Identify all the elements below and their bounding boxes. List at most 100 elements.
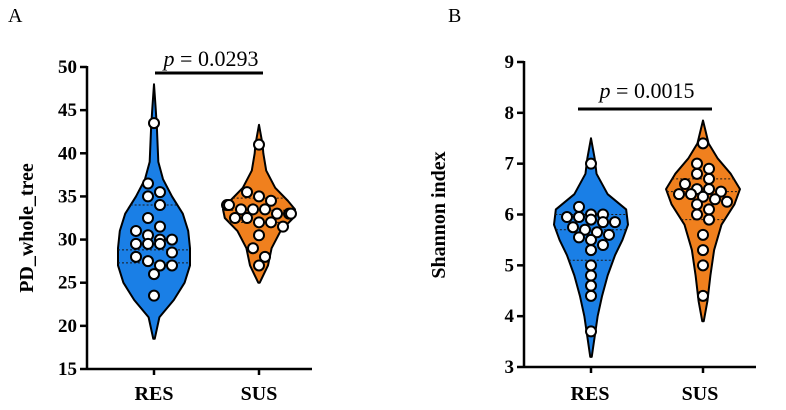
data-point-sus-a bbox=[285, 207, 297, 220]
data-point-res-b bbox=[561, 211, 573, 224]
data-point-res-b bbox=[585, 213, 597, 226]
x-category-sus-a: SUS bbox=[241, 383, 278, 405]
data-point-sus-a bbox=[253, 259, 265, 272]
data-point-sus-b bbox=[697, 228, 709, 241]
data-point-sus-a bbox=[265, 216, 277, 229]
data-point-sus-b bbox=[715, 185, 727, 198]
data-point-res-a bbox=[130, 237, 142, 250]
data-point-sus-b bbox=[703, 213, 715, 226]
y-tick-label-30-a: 30 bbox=[58, 230, 77, 251]
data-point-sus-a bbox=[277, 220, 289, 233]
data-point-res-b bbox=[585, 279, 597, 292]
data-point-sus-b bbox=[697, 289, 709, 302]
data-point-sus-b bbox=[703, 162, 715, 175]
data-point-res-a bbox=[166, 246, 178, 259]
data-point-res-b bbox=[609, 216, 621, 229]
y-tick-label-5-b: 5 bbox=[505, 255, 515, 276]
p-symbol-b: p bbox=[598, 78, 611, 103]
data-point-res-a bbox=[148, 268, 160, 281]
data-point-res-b bbox=[585, 233, 597, 246]
x-category-res-b: RES bbox=[571, 383, 610, 405]
data-point-sus-a bbox=[247, 203, 259, 216]
data-point-sus-b bbox=[685, 188, 697, 201]
y-tick-label-6-b: 6 bbox=[505, 205, 515, 226]
data-point-sus-a bbox=[253, 229, 265, 242]
violin-res-a bbox=[117, 83, 191, 340]
data-point-sus-a bbox=[241, 186, 253, 199]
data-point-sus-a bbox=[241, 212, 253, 224]
y-tick-label-45-a: 45 bbox=[58, 100, 77, 121]
data-point-sus-b bbox=[697, 244, 709, 257]
data-point-sus-b bbox=[703, 172, 715, 185]
data-point-sus-b bbox=[697, 137, 709, 150]
panel-a: A PD_whole_tree 15 20 25 30 35 40 45 50 RES SUS… bbox=[8, 5, 312, 405]
p-value-annotation-a: p = 0.0293 bbox=[162, 46, 259, 71]
data-point-res-b bbox=[585, 157, 597, 170]
y-tick-label-15-a: 15 bbox=[58, 359, 77, 380]
plot-area-b: 3 4 5 6 7 8 9 bbox=[505, 52, 756, 378]
data-point-res-b bbox=[591, 226, 603, 239]
y-tick-label-40-a: 40 bbox=[58, 143, 77, 164]
data-point-res-b bbox=[573, 231, 585, 244]
panel-label-b: B bbox=[448, 5, 461, 27]
data-point-sus-b bbox=[691, 167, 703, 180]
data-point-sus-a bbox=[235, 203, 247, 216]
data-point-res-b bbox=[567, 221, 579, 234]
y-tick-label-25-a: 25 bbox=[58, 273, 77, 294]
y-tick-label-7-b: 7 bbox=[505, 154, 515, 175]
panel-label-a: A bbox=[8, 5, 23, 27]
data-point-res-a bbox=[166, 233, 178, 246]
data-point-res-b bbox=[585, 325, 597, 338]
data-point-res-b bbox=[585, 269, 597, 282]
data-point-res-a bbox=[154, 199, 166, 212]
violin-sus-b bbox=[665, 119, 741, 323]
y-tick-label-8-b: 8 bbox=[505, 103, 515, 124]
data-point-sus-b bbox=[691, 208, 703, 221]
data-point-sus-b bbox=[709, 193, 721, 206]
data-point-sus-a bbox=[271, 207, 283, 220]
data-point-sus-b bbox=[673, 188, 685, 201]
y-tick-label-35-a: 35 bbox=[58, 186, 77, 207]
data-point-res-b bbox=[579, 223, 591, 236]
data-point-sus-a bbox=[247, 242, 259, 255]
plot-area-a: 15 20 25 30 35 40 45 50 bbox=[58, 57, 312, 380]
data-point-res-a bbox=[166, 259, 178, 272]
data-point-res-a bbox=[142, 237, 154, 250]
x-category-res-a: RES bbox=[135, 383, 174, 405]
y-tick-label-50-a: 50 bbox=[58, 57, 77, 78]
y-axis-title-b: Shannon index bbox=[428, 151, 450, 278]
data-point-sus-a bbox=[259, 203, 271, 216]
data-point-res-a bbox=[154, 186, 166, 199]
data-point-sus-a bbox=[253, 216, 265, 229]
data-point-res-b bbox=[603, 228, 615, 241]
data-point-sus-a bbox=[253, 138, 265, 151]
data-point-res-a bbox=[154, 237, 166, 250]
data-point-sus-a bbox=[223, 199, 235, 212]
data-point-res-a bbox=[142, 255, 154, 268]
y-tick-label-20-a: 20 bbox=[58, 316, 77, 337]
data-point-sus-b bbox=[697, 190, 709, 203]
data-point-sus-a bbox=[229, 212, 241, 224]
data-point-res-a bbox=[154, 259, 166, 272]
data-point-sus-b bbox=[679, 178, 691, 190]
data-point-sus-b bbox=[703, 183, 715, 196]
data-point-res-a bbox=[154, 220, 166, 233]
data-point-res-a bbox=[130, 250, 142, 263]
data-point-sus-a bbox=[265, 194, 277, 207]
x-category-sus-b: SUS bbox=[682, 383, 719, 405]
y-tick-label-9-b: 9 bbox=[505, 52, 515, 73]
data-point-sus-a bbox=[253, 190, 265, 203]
data-point-sus-a bbox=[259, 250, 271, 263]
data-point-res-a bbox=[142, 212, 154, 224]
panel-b: B Shannon index 3 4 5 6 7 8 9 RES SUS p = 0.00… bbox=[428, 5, 756, 405]
data-point-res-a bbox=[142, 177, 154, 190]
data-point-sus-b bbox=[721, 195, 733, 208]
data-point-res-b bbox=[585, 244, 597, 257]
p-value-annotation-b: p = 0.0015 bbox=[598, 78, 695, 103]
p-value-text-b: = 0.0015 bbox=[611, 78, 695, 103]
y-axis-title-a: PD_whole_tree bbox=[16, 163, 38, 293]
data-point-res-a bbox=[148, 117, 160, 130]
y-tick-label-4-b: 4 bbox=[505, 306, 515, 327]
data-point-res-b bbox=[573, 200, 585, 213]
